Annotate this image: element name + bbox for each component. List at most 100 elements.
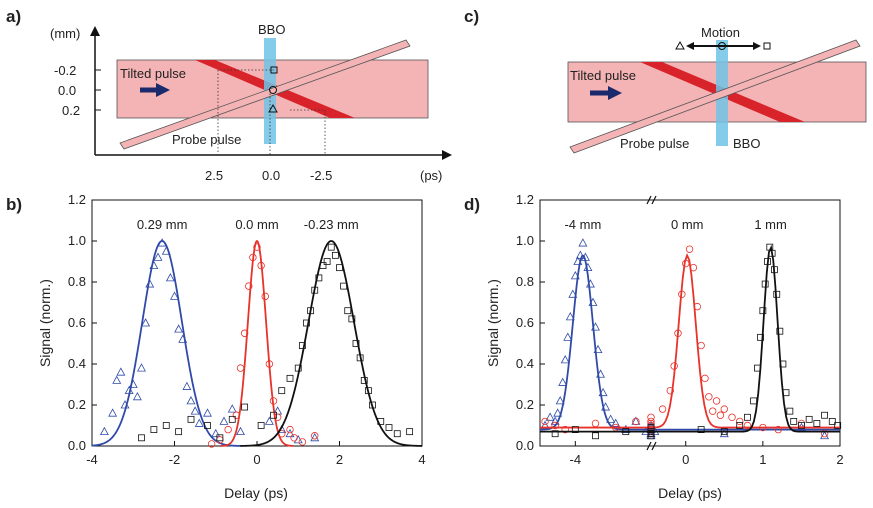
panel-b-data-point xyxy=(385,424,393,431)
panel-b-data-point xyxy=(311,286,319,294)
panel-b-fit-curve xyxy=(91,240,242,447)
panel-d-data-point xyxy=(790,417,798,425)
panel-b-x-tick-label: 0 xyxy=(253,452,260,467)
panel-a-tilted-label: Tilted pulse xyxy=(120,66,186,81)
panel-b-x-tick-label: 4 xyxy=(418,452,425,467)
panel-d-data-point xyxy=(779,360,787,368)
panel-d-data-point xyxy=(666,386,674,395)
panel-d-data-point xyxy=(786,407,794,415)
panel-d-data-point xyxy=(776,327,784,335)
panel-d-data-point xyxy=(768,249,776,257)
panel-d-data-point xyxy=(798,422,805,429)
panel-b-data-point xyxy=(170,291,179,300)
panel-d-y-tick-label: 0.2 xyxy=(516,397,534,412)
panel-d-y-tick-label: 1.0 xyxy=(516,233,534,248)
panel-b-data-point xyxy=(364,387,372,395)
panel-d-data-point xyxy=(693,302,701,311)
panel-b-data-point xyxy=(161,246,171,255)
panel-b-data-point xyxy=(236,426,245,436)
panel-b-data-point xyxy=(393,430,401,438)
panel-b-data-point xyxy=(227,404,237,413)
panel-b-data-point xyxy=(273,413,282,421)
panel-b-data-point xyxy=(116,367,126,376)
panel-b-data-point xyxy=(141,318,151,327)
panel-b-data-point xyxy=(298,438,307,446)
panel-d-x-tick-label: 2 xyxy=(836,452,843,467)
panel-d-data-point xyxy=(573,256,583,265)
panel-b-data-point xyxy=(207,440,216,448)
panel-d-data-point xyxy=(592,432,599,440)
panel-d-data-point xyxy=(670,362,678,370)
panel-a-y-tick-label: 0.0 xyxy=(58,83,76,98)
panel-b-data-point xyxy=(336,264,343,272)
panel-b-data-point xyxy=(157,238,167,247)
panel-b-data-point xyxy=(232,411,241,419)
panel-d-data-point xyxy=(697,341,705,350)
panel-c-motion-arrowhead-right xyxy=(753,42,761,50)
panel-b-data-point xyxy=(178,334,188,343)
panel-b-y-tick-label: 0.2 xyxy=(68,397,86,412)
panel-b-chart: b) 0.00.20.40.60.81.01.2-4 -2 0 2 4 0.29 mm 0… xyxy=(6,192,426,501)
panel-d-data-point xyxy=(736,422,744,429)
panel-b-y-tick-label: 1.0 xyxy=(68,233,86,248)
panel-a-x-tick-label: -2.5 xyxy=(310,168,332,183)
panel-c-bbo-label: BBO xyxy=(733,136,760,151)
panel-b-data-point xyxy=(298,342,306,349)
panel-d-x-tick-label: 1 xyxy=(759,452,766,467)
panel-a-y-arrowhead xyxy=(90,26,100,36)
panel-d-data-point xyxy=(771,266,778,274)
panel-d-data-point xyxy=(782,389,790,397)
panel-d-data-point xyxy=(575,250,585,259)
panel-d-y-tick-label: 0.8 xyxy=(516,274,534,289)
panel-b-data-point xyxy=(240,329,249,337)
panel-b-data-point xyxy=(369,401,376,409)
panel-d-data-point xyxy=(764,258,771,265)
panel-d-data-point xyxy=(720,405,728,413)
panel-b-data-point xyxy=(108,408,118,417)
panel-b-data-point xyxy=(327,243,335,251)
panel-d-data-point xyxy=(550,416,560,425)
panel-b-data-point xyxy=(360,376,368,384)
panel-b-label: b) xyxy=(6,195,22,214)
panel-d-data-point xyxy=(761,280,769,288)
panel-b-data-point xyxy=(224,425,232,434)
panel-d-data-point xyxy=(596,369,606,378)
panel-d-data-point xyxy=(647,413,655,421)
panel-c-probe-beam xyxy=(569,39,861,154)
panel-b-data-point xyxy=(132,391,142,401)
panel-b-data-point xyxy=(211,428,221,438)
panel-d-data-point xyxy=(583,262,593,272)
panel-d-data-point xyxy=(591,419,600,428)
panel-b-series-triangle: 0.29 mm xyxy=(91,217,320,447)
panel-b-data-point xyxy=(253,243,261,251)
panel-d-data-point xyxy=(565,312,575,321)
panel-b-data-point xyxy=(153,252,163,261)
panel-b-data-point xyxy=(344,307,352,315)
panel-d-data-point xyxy=(658,405,667,413)
panel-b-fit-curve xyxy=(240,240,423,447)
panel-b-data-point xyxy=(286,374,294,382)
panel-d-chart: d) 0.0 0.2 0.4 0.6 0.8 1.0 1.2 -4 0 1 2 -4 mm 0 mm 1… xyxy=(464,192,844,501)
panel-d-data-point xyxy=(728,413,736,421)
panel-b-data-point xyxy=(236,364,245,372)
panel-d-data-point xyxy=(545,412,555,421)
panel-d-series-circle: 0 mm xyxy=(540,217,840,438)
panel-b-series: 0.29 mm 0.0 mm -0.23 mm xyxy=(91,217,423,448)
panel-d-data-point xyxy=(606,414,616,423)
panel-d-data-point xyxy=(821,411,828,419)
panel-d-data-point xyxy=(674,329,682,337)
panel-d-data-point xyxy=(555,396,565,405)
panel-b-data-point xyxy=(165,273,175,282)
panel-d-series-square: 1 mm xyxy=(540,217,842,440)
panel-d-xlabel: Delay (ps) xyxy=(658,485,722,501)
panel-d-data-point xyxy=(774,425,782,434)
panel-b-data-point xyxy=(120,400,130,409)
panel-d-data-point xyxy=(773,290,781,298)
panel-b-data-point xyxy=(203,408,212,417)
panel-a-y-tick-label: 0.2 xyxy=(62,103,80,118)
panel-d-data-point xyxy=(578,238,588,247)
panel-b-data-point xyxy=(137,363,146,372)
panel-b-data-point xyxy=(323,258,331,265)
panel-b-data-point xyxy=(241,403,249,411)
